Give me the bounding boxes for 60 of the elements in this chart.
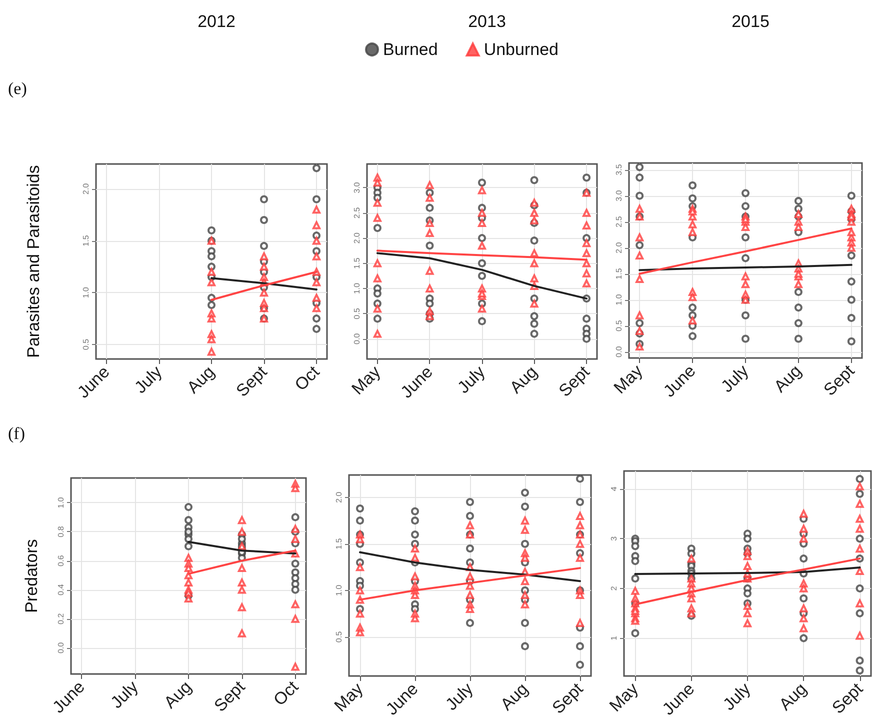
- y-axis-title: Predators: [22, 539, 41, 613]
- y-tick-label: 1.0: [334, 584, 344, 596]
- x-tick-label: May: [330, 678, 368, 716]
- text: (f): [8, 424, 25, 443]
- x-tick-label: July: [719, 678, 755, 714]
- y-tick-label: 2.0: [334, 491, 344, 503]
- y-tick-label: 0.5: [82, 338, 90, 350]
- x-tick-label: May: [348, 362, 385, 398]
- y-tick-label: 0.4: [56, 584, 66, 596]
- x-tick-label: July: [130, 362, 166, 398]
- y-axis-title: Parasites and Parasitoids: [24, 165, 43, 358]
- y-tick-label: 0.5: [334, 630, 344, 642]
- y-tick-label: 0.0: [56, 642, 66, 654]
- chart-title: 2012: [198, 12, 236, 31]
- y-tick-label: 1.0: [614, 294, 624, 306]
- y-tick-label: 3.0: [614, 190, 624, 202]
- y-tick-label: 2.5: [352, 206, 362, 218]
- legend-label: Burned: [383, 40, 438, 59]
- x-tick-label: Oct: [291, 362, 324, 394]
- y-tick-label: 0.5: [352, 308, 362, 320]
- x-tick-label: July: [454, 362, 490, 398]
- y-tick-label: 0.5: [614, 320, 624, 332]
- x-tick-label: Aug: [496, 679, 532, 714]
- y-tick-label: 2.0: [352, 232, 362, 244]
- y-tick-label: 1.0: [352, 282, 362, 294]
- y-tick-label: 3.5: [614, 164, 624, 176]
- y-tick-label: 1.5: [334, 538, 344, 550]
- x-tick-label: May: [606, 678, 642, 716]
- x-tick-label: Oct: [270, 677, 302, 710]
- y-tick-label: 3: [610, 536, 618, 541]
- x-tick-label: Aug: [770, 361, 806, 396]
- x-tick-label: Aug: [776, 679, 810, 714]
- text: (e): [8, 79, 27, 98]
- y-tick-label: 3.0: [352, 182, 362, 194]
- y-tick-label: 1.0: [56, 496, 66, 508]
- y-tick-label: 1.5: [352, 257, 362, 269]
- y-tick-label: 2: [610, 586, 618, 591]
- x-tick-label: May: [610, 360, 647, 398]
- x-tick-label: Aug: [183, 362, 218, 398]
- legend-label: Unburned: [484, 40, 558, 59]
- y-tick-label: 0.8: [56, 526, 66, 538]
- y-tick-label: 0.2: [56, 612, 66, 624]
- y-tick-label: 1.0: [82, 286, 90, 298]
- chart-title: 2013: [468, 12, 506, 31]
- x-tick-label: July: [442, 678, 478, 714]
- y-tick-label: 1: [610, 635, 618, 640]
- y-tick-label: 0.0: [352, 332, 362, 344]
- x-tick-label: July: [717, 360, 753, 396]
- y-tick-label: 0.0: [614, 346, 624, 358]
- y-tick-label: 1.5: [82, 234, 90, 246]
- y-tick-label: 2.0: [82, 182, 90, 194]
- chart-title: 2015: [732, 12, 770, 31]
- x-tick-label: Aug: [506, 362, 541, 398]
- y-tick-label: 4: [610, 486, 618, 492]
- x-tick-label: Aug: [160, 677, 196, 712]
- y-tick-label: 1.5: [614, 268, 624, 280]
- x-tick-label: July: [107, 676, 142, 712]
- y-tick-label: 0.6: [56, 554, 66, 566]
- y-tick-label: 2.5: [614, 216, 624, 228]
- y-tick-label: 2.0: [614, 242, 624, 254]
